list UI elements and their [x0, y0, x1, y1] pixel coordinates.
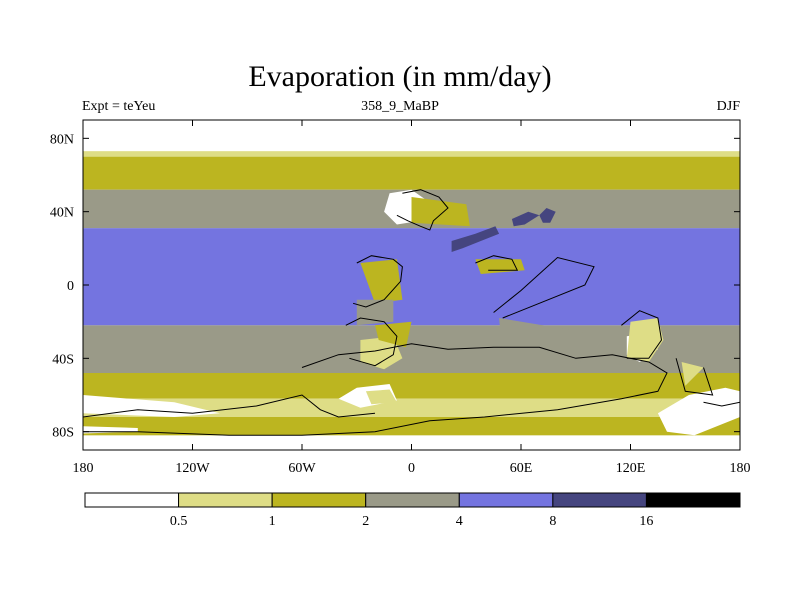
- field-patch-18: [539, 208, 556, 223]
- coastline-3: [83, 343, 668, 436]
- y-tick-label-0: 80N: [50, 132, 74, 147]
- coastline-2: [345, 317, 398, 367]
- colorbar-label-3: 4: [456, 514, 463, 529]
- colorbar-swatch-1: [178, 492, 273, 508]
- field-patch-7: [365, 389, 397, 405]
- experiment-label: Expt = teYeu: [82, 99, 156, 114]
- y-tick-label-1: 40N: [50, 206, 74, 221]
- zonal-band-6: [83, 398, 740, 417]
- colorbar-label-4: 8: [549, 514, 556, 529]
- coastline-5: [475, 255, 519, 271]
- colorbar-label-0: 0.5: [170, 514, 188, 529]
- colorbar-swatch-5: [552, 492, 647, 508]
- colorbar-swatch-2: [271, 492, 367, 508]
- x-tick-label-1: 120W: [175, 461, 210, 476]
- y-tick-label-2: 0: [67, 279, 74, 294]
- colorbar-swatch-6: [645, 492, 741, 508]
- x-tick-label-4: 60E: [510, 461, 533, 476]
- field-patch-11: [375, 321, 412, 348]
- colorbar-swatch-4: [458, 492, 554, 508]
- field-patch-17: [511, 211, 540, 227]
- chart-title: Evaporation (in mm/day): [248, 60, 552, 93]
- y-tick-label-4: 80S: [52, 426, 74, 441]
- colorbar-swatch-0: [84, 492, 180, 508]
- zonal-band-7: [83, 417, 740, 436]
- colorbar: 0.5 1 2 4 8 16: [84, 492, 741, 529]
- x-tick-label-5: 120E: [616, 461, 646, 476]
- zonal-band-1: [83, 156, 740, 190]
- coastline-6: [621, 310, 663, 359]
- field-patch-15: [499, 318, 613, 368]
- field-patch-0: [83, 395, 220, 417]
- coastline-8: [675, 358, 714, 396]
- coastline-4: [493, 256, 595, 319]
- x-tick-label-2: 60W: [288, 461, 316, 476]
- field-patch-6: [360, 336, 403, 370]
- zonal-band-5: [83, 373, 740, 399]
- coastline-7: [83, 394, 376, 418]
- axis-layer: 180 120W 60W 0 60E 120E 180 80N 40N 0 40S 80S: [50, 120, 751, 476]
- x-tick-label-0: 180: [73, 461, 94, 476]
- field-patch-5: [657, 387, 740, 436]
- coastline-9: [703, 401, 740, 407]
- colorbar-label-1: 1: [269, 514, 276, 529]
- period-label: 358_9_MaBP: [361, 99, 439, 114]
- x-tick-label-3: 0: [408, 461, 415, 476]
- zonal-band-0: [83, 151, 740, 157]
- colorbar-label-2: 2: [362, 514, 369, 529]
- coastline-layer: [83, 189, 740, 436]
- map-fill-layer: [83, 151, 740, 436]
- coastline-1: [352, 255, 403, 308]
- field-patch-16: [451, 226, 500, 252]
- zonal-band-3: [83, 228, 740, 326]
- x-tick-label-6: 180: [730, 461, 751, 476]
- field-patch-10: [360, 259, 403, 304]
- season-label: DJF: [716, 99, 740, 114]
- y-tick-label-3: 40S: [52, 352, 74, 367]
- coastline-0: [396, 189, 449, 231]
- colorbar-swatch-3: [365, 492, 460, 508]
- field-patch-9: [681, 362, 704, 386]
- field-patch-13: [411, 197, 470, 227]
- colorbar-label-5: 16: [639, 514, 653, 529]
